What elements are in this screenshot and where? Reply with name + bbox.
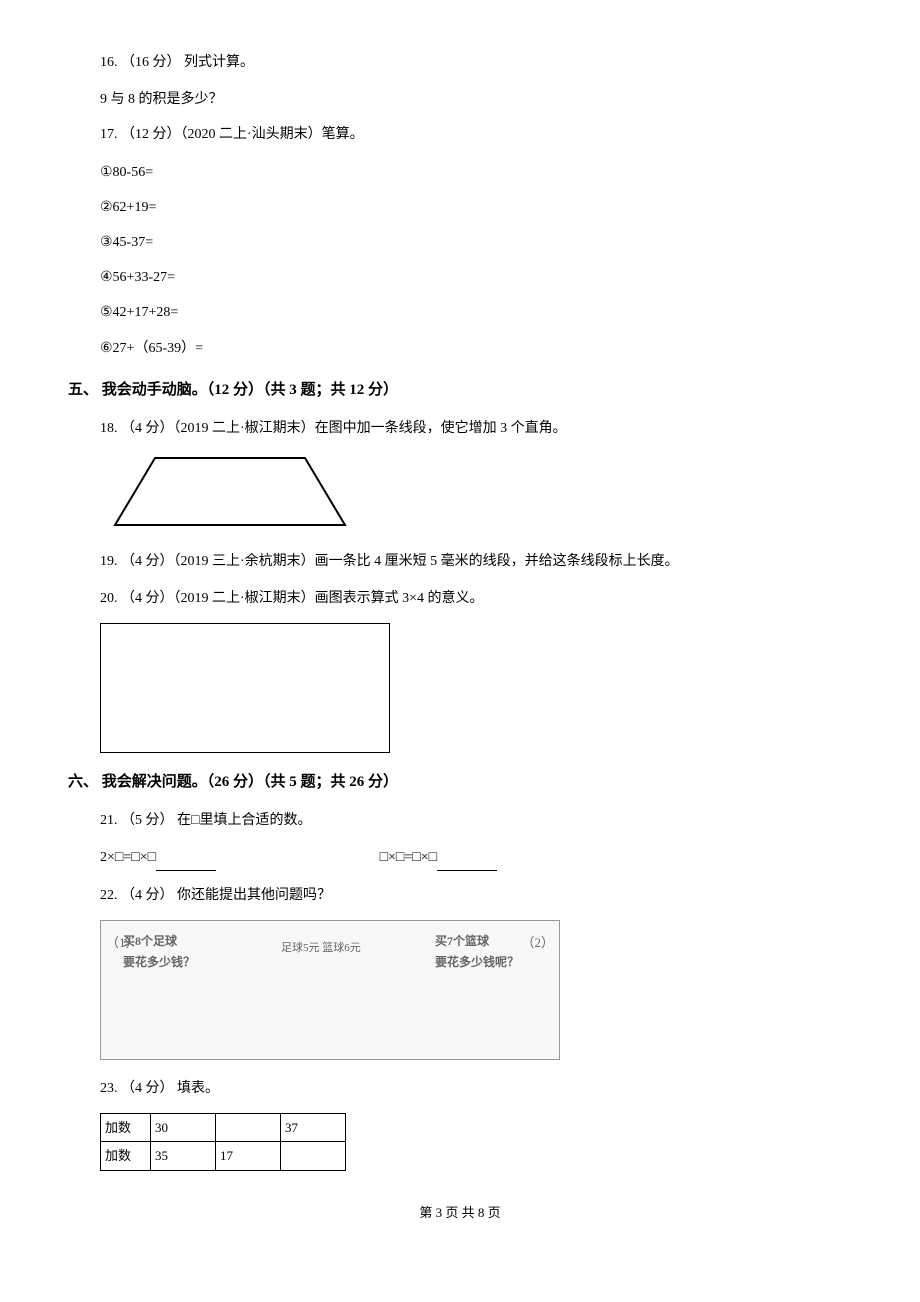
price1: 足球5元: [281, 942, 320, 954]
r1c1: 30: [151, 1114, 216, 1142]
q22-header: 22. （4 分） 你还能提出其他问题吗？: [100, 883, 860, 908]
table-row: 加数 30 37: [101, 1114, 346, 1142]
trapezoid-svg: [100, 453, 360, 533]
r1c3: 37: [281, 1114, 346, 1142]
q16-header: 16. （16 分） 列式计算。: [100, 50, 860, 75]
r2c3: [281, 1142, 346, 1170]
table-row: 加数 35 17: [101, 1142, 346, 1170]
page-footer: 第 3 页 共 8 页: [60, 1201, 860, 1224]
r1c2: [216, 1114, 281, 1142]
speech1-line1: 买8个足球: [123, 934, 177, 948]
speech2-line1: 买7个篮球: [435, 934, 489, 948]
r2c2: 17: [216, 1142, 281, 1170]
q18-header: 18. （4 分）（2019 二上·椒江期末）在图中加一条线段，使它增加 3 个…: [100, 416, 860, 441]
section6-title: 六、 我会解决问题。（26 分）（共 5 题；共 26 分）: [68, 769, 860, 796]
blank-line: [156, 870, 216, 871]
r2c1: 35: [151, 1142, 216, 1170]
q17-item-2: ②62+19=: [100, 195, 860, 220]
section5-title: 五、 我会动手动脑。（12 分）（共 3 题；共 12 分）: [68, 377, 860, 404]
price-tags: 足球5元 篮球6元: [281, 939, 361, 959]
q22-label2: （2）: [521, 931, 554, 954]
q16-text: 9 与 8 的积是多少？: [100, 87, 860, 112]
speech2-line2: 要花多少钱呢？: [435, 955, 519, 969]
q17-item-3: ③45-37=: [100, 230, 860, 255]
q22-speech2: 买7个篮球 要花多少钱呢？: [435, 931, 519, 974]
q21-right-eq: □×□=□×□: [380, 850, 438, 865]
blank-line: [437, 870, 497, 871]
q17-item-4: ④56+33-27=: [100, 265, 860, 290]
q22-speech1: 买8个足球 要花多少钱？: [123, 931, 195, 974]
q21-header: 21. （5 分） 在□里填上合适的数。: [100, 808, 860, 833]
q17-header: 17. （12 分）（2020 二上·汕头期末）笔算。: [100, 122, 860, 147]
q17-item-1: ①80-56=: [100, 160, 860, 185]
q17-item-5: ⑤42+17+28=: [100, 300, 860, 325]
q21-left-eq: 2×□=□×□: [100, 850, 156, 865]
q17-item-6: ⑥27+（65-39）=: [100, 336, 860, 361]
q21-equations: 2×□=□×□ □×□=□×□: [100, 845, 860, 870]
q23-header: 23. （4 分） 填表。: [100, 1076, 860, 1101]
row1-label: 加数: [101, 1114, 151, 1142]
q22-image-container: （1） 买8个足球 要花多少钱？ 足球5元 篮球6元 买7个篮球 要花多少钱呢？…: [100, 920, 860, 1060]
q20-header: 20. （4 分）（2019 二上·椒江期末）画图表示算式 3×4 的意义。: [100, 586, 860, 611]
q22-illustration: （1） 买8个足球 要花多少钱？ 足球5元 篮球6元 买7个篮球 要花多少钱呢？…: [100, 920, 560, 1060]
q20-answer-box: [100, 623, 390, 753]
trapezoid-figure: [100, 453, 860, 533]
row2-label: 加数: [101, 1142, 151, 1170]
q19-header: 19. （4 分）（2019 三上·余杭期末）画一条比 4 厘米短 5 毫米的线…: [100, 549, 860, 574]
speech1-line2: 要花多少钱？: [123, 955, 195, 969]
q23-table: 加数 30 37 加数 35 17: [100, 1113, 346, 1171]
price2: 篮球6元: [322, 942, 361, 954]
